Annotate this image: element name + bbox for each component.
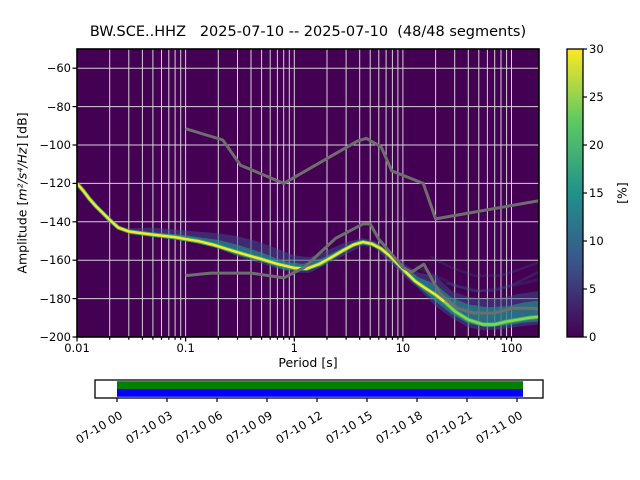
x-tick-label: 10 [395,341,411,355]
psd-spread-outer [128,227,539,331]
y-tick-label: −160 [39,253,71,268]
x-tick-label: 0.01 [64,341,90,355]
colorbar-tick-label: 0 [589,329,597,344]
y-tick-label: −120 [39,176,71,191]
timeline-ticks [116,398,518,402]
noise-model-nlnm [185,222,539,315]
psd-streak [445,270,539,293]
psd-streak [429,255,539,277]
y-tick-label: −140 [39,214,71,229]
y-tick-label: −100 [39,138,71,152]
y-tick-label: −80 [46,99,71,114]
x-tick-label: 100 [500,341,523,355]
y-tick-label: −200 [39,330,71,344]
noise-model-nhnm [185,127,539,221]
colorbar-ticks [583,48,587,338]
psd-streak [414,264,539,293]
plot-border [76,48,540,338]
colorbar [566,48,584,338]
colorbar-label: [%] [614,182,630,204]
grid [77,49,539,337]
colorbar-tick-label: 30 [589,41,604,56]
plot-background [77,49,539,337]
colorbar-tick-label: 10 [589,233,604,248]
psd-mode-tail [443,300,539,326]
colorbar-tick-label: 5 [589,281,597,296]
x-axis-label: Period [s] [278,355,338,370]
y-axis-label-units: m²/s⁴/Hz [14,147,30,201]
x-tick-label: 0.1 [176,341,195,355]
y-axis-label: Amplitude [m²/s⁴/Hz] [dB] [15,112,30,273]
y-tick-label: −60 [46,61,71,76]
colorbar-tick-label: 15 [589,185,604,200]
colorbar-tick-label: 25 [589,89,604,104]
x-tick-label: 1 [290,341,298,355]
timeline-data-bar [117,381,523,389]
plot-title: BW.SCE..HHZ 2025-07-10 -- 2025-07-10 (48… [89,24,527,40]
y-tick-label: −180 [39,291,71,306]
timeline-psd-bar [117,389,523,397]
colorbar-tick-label: 20 [589,137,604,152]
psd-mode-line [77,182,445,303]
axis-ticks [72,67,513,342]
